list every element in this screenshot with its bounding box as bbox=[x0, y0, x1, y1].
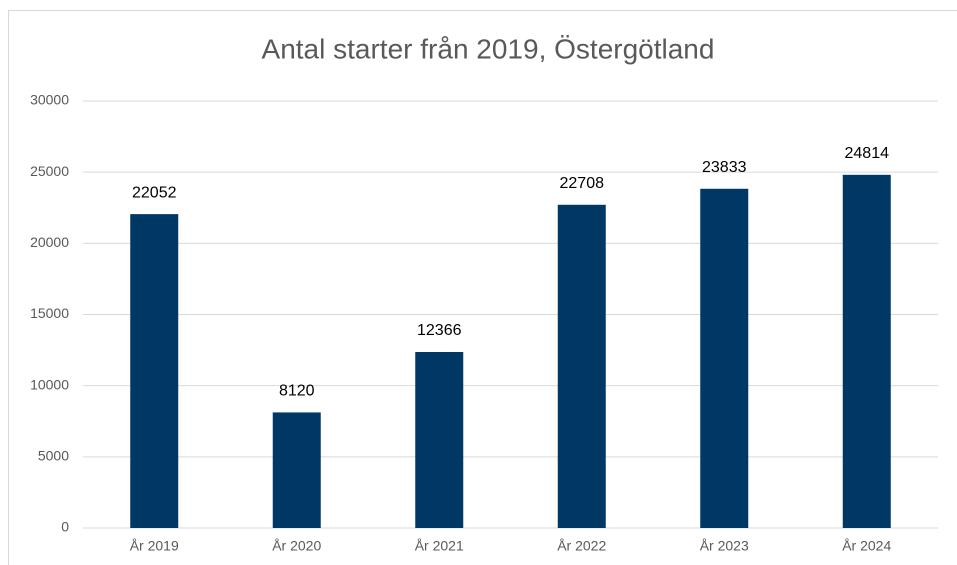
y-tick-label: 30000 bbox=[30, 92, 69, 108]
bar bbox=[557, 204, 606, 528]
y-tick-label: 0 bbox=[61, 519, 69, 535]
bar bbox=[700, 188, 749, 528]
chart-title: Antal starter från 2019, Östergötland bbox=[262, 33, 715, 64]
bar bbox=[415, 351, 464, 528]
data-label: 12366 bbox=[417, 322, 462, 339]
bar bbox=[130, 214, 179, 528]
y-tick-label: 15000 bbox=[30, 305, 69, 321]
data-label: 23833 bbox=[702, 159, 747, 176]
x-tick-label: År 2023 bbox=[700, 538, 749, 554]
y-tick-label: 10000 bbox=[30, 376, 69, 392]
x-tick-label: År 2021 bbox=[415, 538, 464, 554]
y-tick-label: 20000 bbox=[30, 234, 69, 250]
x-tick-label: År 2020 bbox=[272, 538, 321, 554]
x-tick-label: År 2022 bbox=[557, 538, 606, 554]
x-tick-label: År 2019 bbox=[130, 538, 179, 554]
bar bbox=[842, 174, 891, 528]
data-label: 24814 bbox=[845, 145, 890, 162]
data-label: 22708 bbox=[560, 175, 605, 192]
data-label: 22052 bbox=[132, 184, 177, 201]
x-tick-label: År 2024 bbox=[842, 538, 891, 554]
y-tick-label: 25000 bbox=[30, 163, 69, 179]
y-tick-label: 5000 bbox=[38, 448, 69, 464]
data-label: 8120 bbox=[279, 383, 315, 400]
bar bbox=[272, 412, 321, 528]
